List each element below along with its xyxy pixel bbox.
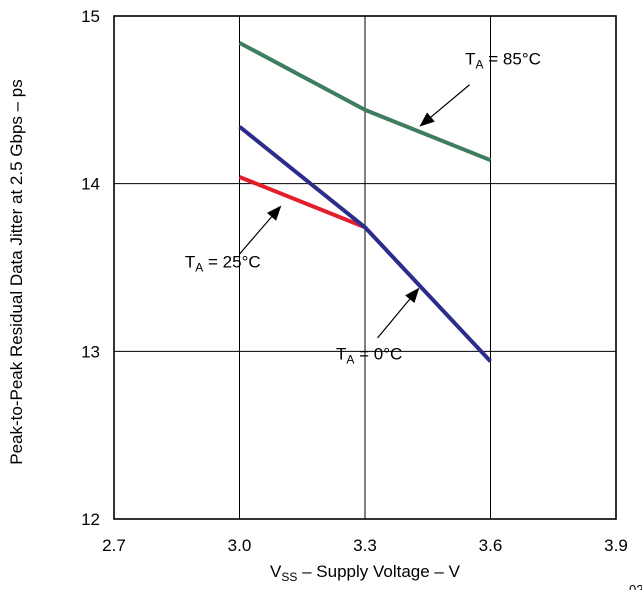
annotation-arrow-head	[405, 287, 420, 303]
annotation-arrow-head	[419, 112, 435, 127]
series-lines	[238, 41, 492, 363]
annotations: TA = 85°C TA = 25°C TA = 0°C	[185, 50, 541, 367]
series-annotation-label: TA = 85°C	[465, 50, 541, 72]
series-annotation-label: TA = 0°C	[336, 345, 402, 367]
x-tick-label: 3.9	[604, 536, 628, 555]
y-tick-label: 14	[81, 175, 100, 194]
x-tick-label: 3.6	[479, 536, 503, 555]
x-tick-label: 2.7	[102, 536, 126, 555]
x-axis-label: VSS – Supply Voltage – V	[270, 562, 461, 584]
series-line-1	[238, 41, 492, 163]
y-tick-labels: 12 13 14 15	[81, 7, 100, 529]
x-tick-label: 3.3	[353, 536, 377, 555]
x-tick-label: 3.0	[228, 536, 252, 555]
y-axis-label: Peak-to-Peak Residual Data Jitter at 2.5…	[7, 79, 26, 465]
annotation-arrow-shaft	[430, 84, 470, 118]
annotation-arrow-shaft	[239, 216, 273, 255]
figure-number-mark: 02	[629, 582, 642, 590]
x-tick-labels: 2.7 3.0 3.3 3.6 3.9	[102, 536, 628, 555]
annotation-arrow-shaft	[377, 298, 411, 339]
y-tick-label: 15	[81, 7, 100, 26]
annotation-arrow-head	[267, 205, 282, 221]
y-tick-label: 12	[81, 510, 100, 529]
series-line-2	[238, 175, 366, 230]
y-tick-label: 13	[81, 342, 100, 361]
grid-lines	[114, 16, 616, 519]
plot-frame	[113, 15, 617, 520]
series-annotation-label: TA = 25°C	[185, 253, 261, 275]
series-line-3	[238, 125, 492, 363]
